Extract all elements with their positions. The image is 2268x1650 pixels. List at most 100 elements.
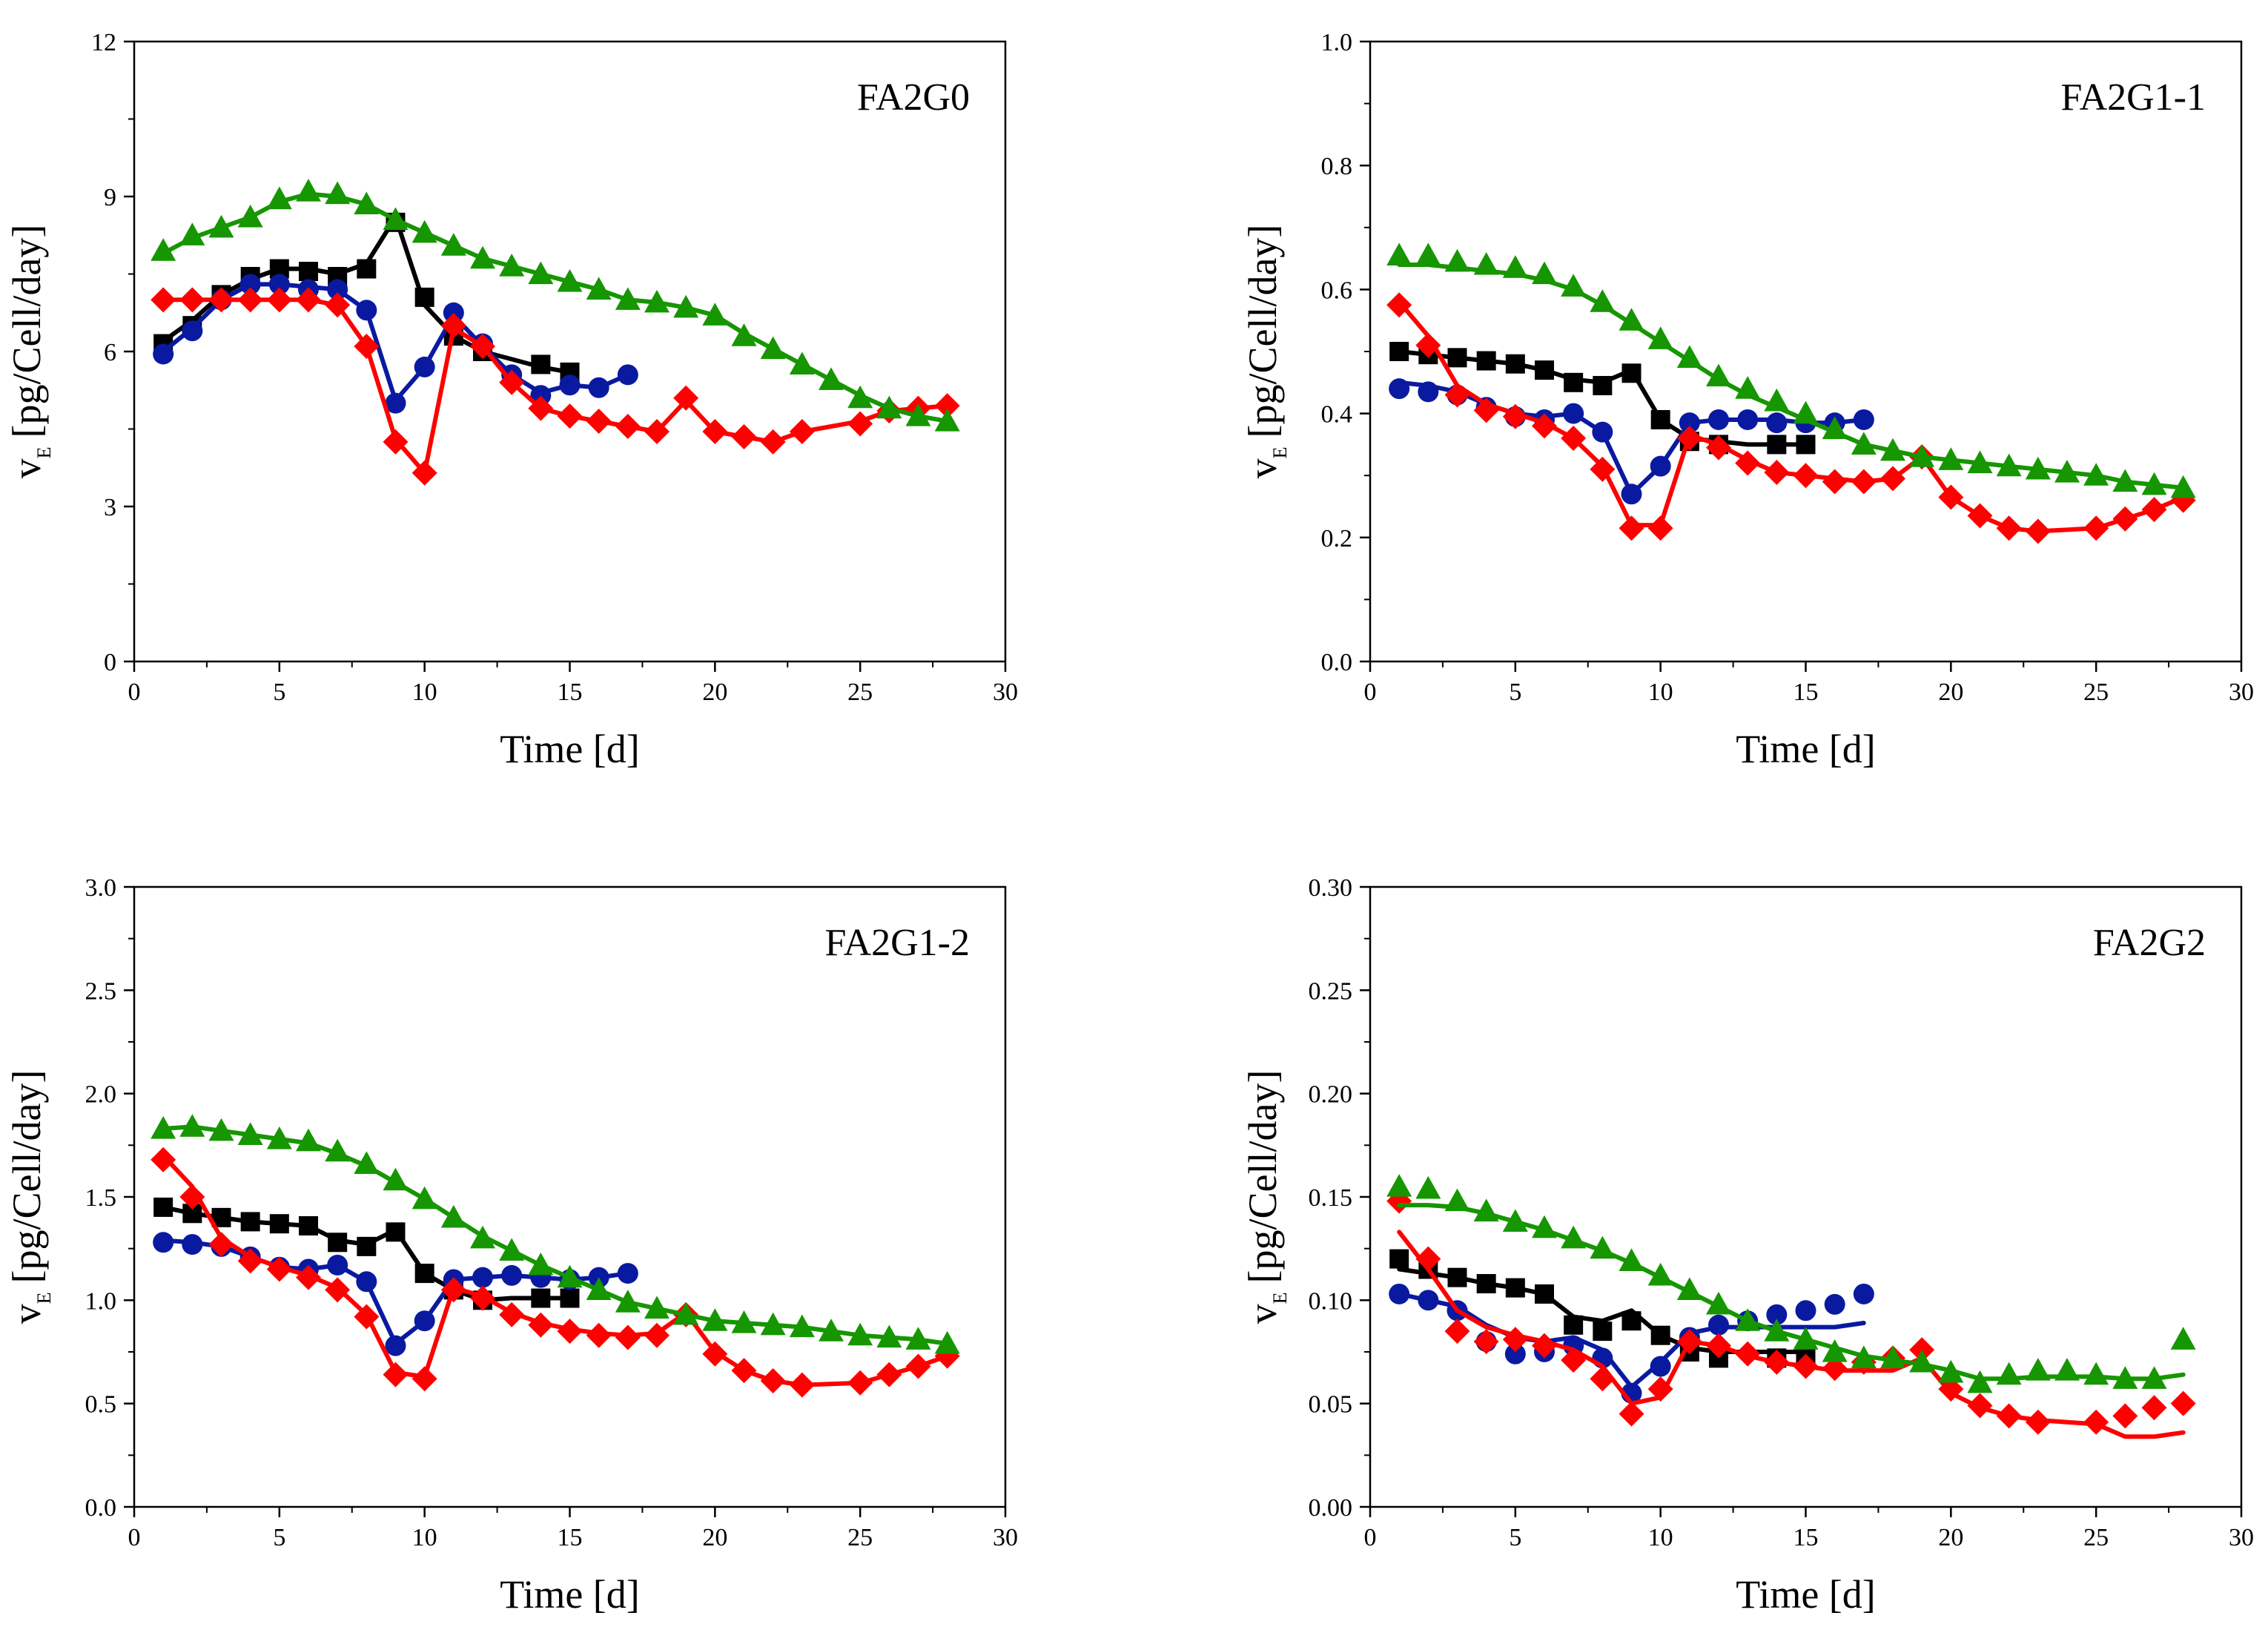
green-data-point [1735, 376, 1761, 399]
red-data-point [528, 395, 554, 421]
green-data-point [789, 1314, 815, 1338]
panel-4: 0 5 10 15 20 25 30 0.00 0.05 0.10 0.15 0.20 0.25 0.30… [1240, 874, 2254, 1617]
green-data-point [2025, 456, 2051, 480]
red-data-point [411, 460, 437, 486]
y-axis-title: vE [pg/Cell/day] [4, 1070, 55, 1324]
red-data-point [1561, 1347, 1587, 1373]
x-tick-label: 20 [702, 1524, 727, 1551]
green-fit-line [1397, 263, 2186, 490]
series-green [151, 1114, 960, 1354]
x-tick-label: 15 [1793, 1524, 1819, 1551]
red-data-point [1647, 515, 1673, 541]
black-data-point [1796, 435, 1816, 455]
blue-data-point [617, 364, 638, 386]
panel-1: 0 5 10 15 20 25 30 0 3 6 9 12 Time [d] vE [pg/Cell/day… [4, 29, 1018, 771]
y-axis-var: v [4, 458, 49, 478]
black-data-point [1621, 1311, 1642, 1331]
green-data-point [1561, 1225, 1587, 1249]
red-data-point [411, 1366, 437, 1392]
blue-data-point [153, 343, 174, 365]
series-black [1389, 342, 1816, 455]
red-data-point [208, 287, 234, 313]
red-data-point [383, 1362, 409, 1387]
red-data-point [731, 1358, 757, 1384]
blue-data-point [239, 274, 261, 295]
blue-data-point [414, 1310, 435, 1332]
green-data-point [1676, 1277, 1702, 1300]
x-tick-label: 10 [412, 1524, 437, 1551]
red-data-point [557, 1319, 583, 1344]
green-data-point [2025, 1358, 2051, 1381]
red-data-point [1793, 463, 1819, 489]
x-tick-label: 10 [1648, 679, 1673, 706]
blue-data-point [1679, 412, 1700, 434]
y-axis-var: v [1240, 1304, 1285, 1324]
green-data-point [1851, 432, 1877, 455]
red-data-point [354, 334, 380, 360]
green-data-point [731, 1310, 757, 1333]
red-data-point [1938, 1376, 1964, 1402]
blue-data-point [588, 377, 609, 398]
black-data-point [1389, 1249, 1409, 1269]
green-data-point [354, 1151, 380, 1175]
black-data-point [386, 1222, 406, 1242]
black-data-point [1564, 1315, 1584, 1335]
red-data-point [2141, 1395, 2167, 1421]
red-data-point [296, 287, 321, 313]
x-axis-title: Time [d] [500, 1572, 640, 1617]
series-black [1389, 1249, 1816, 1368]
green-data-point [151, 1116, 176, 1139]
red-data-point [208, 1232, 234, 1258]
x-tick-label: 15 [558, 679, 583, 706]
red-data-point [1473, 1329, 1499, 1355]
x-axis-title: Time [d] [500, 727, 640, 771]
black-data-point [1447, 1267, 1467, 1287]
green-data-point [296, 1128, 321, 1152]
y-axis-var: v [4, 1304, 49, 1324]
y-axis-unit: [pg/Cell/day] [1240, 1070, 1285, 1284]
y-axis-unit: [pg/Cell/day] [4, 225, 49, 438]
green-data-point [2141, 472, 2167, 495]
green-data-point [586, 1277, 612, 1300]
x-tick-label: 15 [558, 1524, 583, 1551]
blue-data-point [327, 1254, 348, 1276]
panel-title: FA2G0 [857, 76, 970, 119]
green-data-point [528, 1252, 554, 1276]
red-data-point [266, 1256, 292, 1282]
green-data-point [440, 233, 466, 256]
green-data-point [179, 222, 205, 245]
red-data-point [325, 1277, 351, 1303]
red-data-point [760, 1368, 786, 1394]
black-data-point [531, 354, 551, 374]
y-tick-label: 1.5 [85, 1184, 117, 1212]
red-data-point [702, 1341, 728, 1367]
green-data-point [470, 245, 495, 269]
black-data-point [299, 1216, 318, 1236]
series-red [151, 287, 960, 486]
green-data-point [2083, 1362, 2109, 1385]
y-tick-label: 0.25 [1309, 977, 1353, 1005]
black-data-point [357, 1236, 377, 1256]
green-data-point [1619, 1248, 1644, 1271]
red-data-point [1967, 1393, 1993, 1419]
green-data-point [934, 409, 960, 432]
green-data-point [1938, 447, 1964, 470]
plot-frame [133, 885, 1007, 1508]
green-data-point [383, 1167, 409, 1191]
red-data-point [1996, 515, 2022, 541]
x-axis-title: Time [d] [1736, 1572, 1876, 1617]
y-axis-subscript: E [1269, 447, 1291, 459]
green-data-point [847, 385, 873, 409]
green-data-point [557, 1264, 583, 1288]
red-data-point [1822, 1356, 1848, 1382]
series-red [1386, 292, 2196, 544]
x-tick-label: 0 [1364, 679, 1377, 706]
red-data-point [1619, 515, 1644, 541]
green-data-point [325, 181, 351, 205]
y-axis-subscript: E [33, 447, 55, 459]
x-tick-label: 25 [2083, 1524, 2109, 1551]
green-data-point [499, 1238, 525, 1261]
green-data-point [440, 1204, 466, 1228]
y-tick-label: 0.8 [1321, 153, 1353, 180]
blue-data-point [1795, 1300, 1816, 1321]
